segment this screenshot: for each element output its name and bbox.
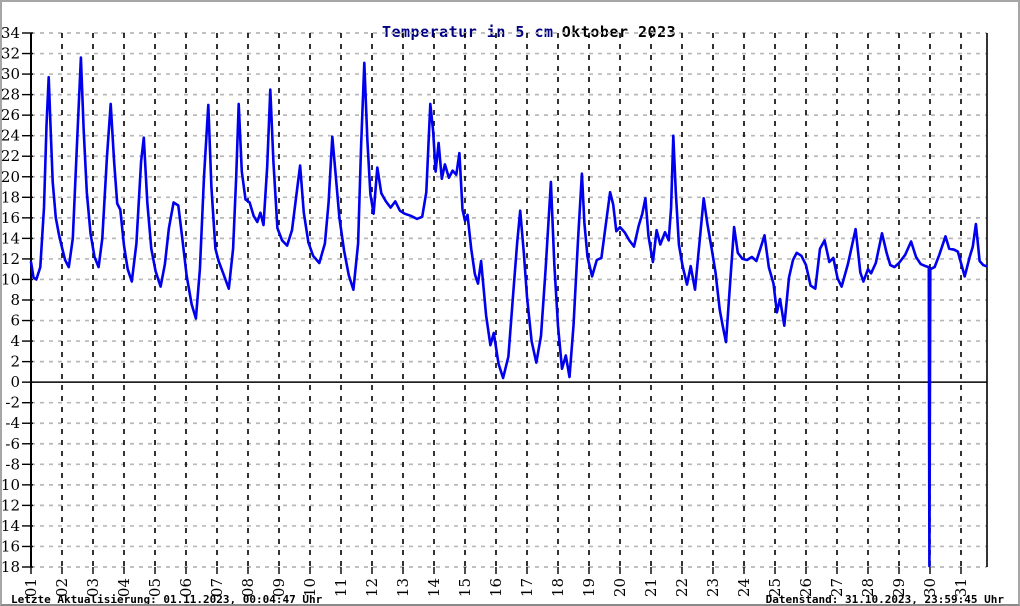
- y-tick-label: 0: [10, 373, 20, 391]
- x-tick-label: 06: [177, 578, 195, 597]
- x-tick-label: 02: [53, 578, 71, 597]
- x-tick-label: 07: [208, 578, 226, 597]
- y-tick-label: 20: [2, 168, 20, 186]
- x-tick-label: 17: [518, 578, 536, 597]
- y-tick-label: 34: [2, 24, 20, 42]
- y-tick-label: 2: [10, 353, 20, 371]
- x-tick-label: 05: [146, 578, 164, 597]
- x-tick-label: 20: [611, 578, 629, 597]
- y-tick-label: -8: [5, 455, 20, 473]
- y-tick-label: 28: [2, 86, 20, 104]
- y-tick-label: 10: [2, 270, 20, 288]
- x-tick-label: 30: [921, 578, 939, 597]
- y-tick-label: 30: [2, 65, 20, 83]
- x-tick-label: 28: [859, 578, 877, 597]
- x-tick-label: 22: [673, 578, 691, 597]
- x-tick-label: 18: [549, 578, 567, 597]
- y-tick-label: 12: [2, 250, 20, 268]
- chart-title-measure: Temperatur in 5 cm: [381, 23, 554, 41]
- x-tick-label: 16: [487, 578, 505, 597]
- y-tick-label: -12: [2, 496, 20, 514]
- x-tick-label: 21: [642, 578, 660, 597]
- x-tick-label: 13: [394, 578, 412, 597]
- y-tick-label: 16: [2, 209, 20, 227]
- x-tick-label: 29: [890, 578, 908, 597]
- vertical-gridlines: [61, 33, 962, 567]
- y-tick-label: 4: [10, 332, 20, 350]
- last-update-text: Letzte Aktualisierung: 01.11.2023, 00:04…: [11, 593, 323, 606]
- y-tick-label: 24: [2, 127, 20, 145]
- x-axis-ticks: 01 02 03 04 05 06 07 08 09 10 11 12 13 14 15 16 17 18 19 20…: [22, 567, 970, 597]
- temperature-line: [29, 56, 988, 568]
- x-tick-label: 09: [270, 578, 288, 597]
- x-tick-label: 04: [115, 578, 133, 597]
- x-tick-label: 03: [84, 578, 102, 597]
- x-tick-label: 12: [363, 578, 381, 597]
- x-tick-label: 10: [301, 578, 319, 597]
- y-tick-label: -10: [2, 476, 20, 494]
- y-tick-label: 8: [10, 291, 20, 309]
- x-tick-label: 23: [704, 578, 722, 597]
- y-tick-label: -18: [2, 558, 20, 576]
- chart-title-month: Oktober 2023: [561, 23, 677, 41]
- x-tick-label: 08: [239, 578, 257, 597]
- x-tick-label: 26: [797, 578, 815, 597]
- x-tick-label: 24: [735, 578, 753, 597]
- x-tick-label: 19: [580, 578, 598, 597]
- y-tick-label: 6: [10, 312, 20, 330]
- y-tick-label: -4: [5, 414, 20, 432]
- x-tick-label: 25: [766, 578, 784, 597]
- y-tick-label: 14: [2, 229, 20, 247]
- x-tick-label: 27: [828, 578, 846, 597]
- x-tick-label: 01: [22, 578, 40, 597]
- y-tick-label: -16: [2, 537, 20, 555]
- data-status-text: Datenstand: 31.10.2023, 23:59:45 Uhr: [765, 593, 1004, 606]
- y-tick-label: -6: [5, 435, 20, 453]
- y-tick-label: 32: [2, 45, 20, 63]
- chart-title: Temperatur in 5 cm Oktober 2023: [2, 5, 1018, 59]
- horizontal-gridlines: [31, 32, 987, 568]
- y-axis-ticks: 3432302826242220181614121086420-2-4-6-8-…: [2, 24, 33, 576]
- y-tick-label: -2: [5, 394, 20, 412]
- x-tick-label: 14: [425, 578, 443, 597]
- y-tick-label: 18: [2, 188, 20, 206]
- y-tick-label: 22: [2, 147, 20, 165]
- y-tick-label: -14: [2, 517, 20, 535]
- x-tick-label: 31: [952, 578, 970, 597]
- x-tick-label: 11: [332, 578, 350, 597]
- y-tick-label: 26: [2, 106, 20, 124]
- x-tick-label: 15: [456, 578, 474, 597]
